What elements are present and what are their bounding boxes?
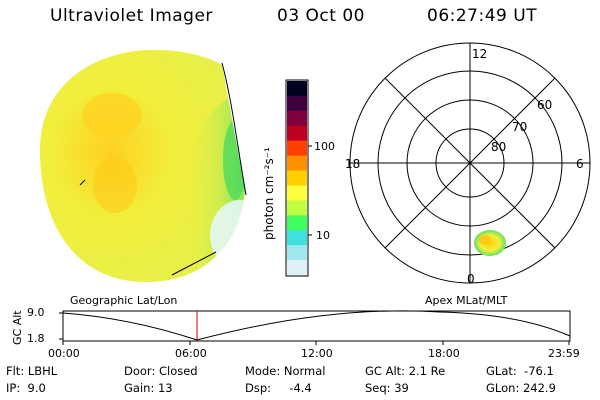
colorbar-swatch — [287, 155, 307, 172]
colorbar-swatch — [287, 185, 307, 201]
timeline-plot — [59, 310, 571, 345]
mlt-label-12: 12 — [472, 47, 488, 61]
colorbar-swatch — [287, 110, 307, 127]
mlt-label-6: 6 — [576, 157, 584, 171]
filter-info: Flt: LBHL — [6, 364, 58, 378]
left-panel-caption: Geographic Lat/Lon — [70, 294, 178, 307]
colorbar-swatch — [287, 245, 307, 261]
earth-disk-image — [40, 49, 247, 283]
colorbar-swatch — [287, 95, 307, 112]
mode-info: Mode: Normal — [245, 364, 326, 378]
timeline-y-tick-bottom: 1.8 — [27, 332, 45, 345]
ip-info: IP: 9.0 — [6, 381, 46, 395]
lat-label-70: 70 — [512, 120, 528, 134]
lat-label-60: 60 — [537, 98, 553, 112]
timeline-x-tick-3: 18:00 — [428, 347, 460, 360]
colorbar-swatch — [287, 140, 307, 157]
colorbar-tick-100: 100 — [314, 140, 335, 153]
glat-info: GLat: -76.1 — [486, 364, 554, 378]
timeline-x-tick-2: 12:00 — [301, 347, 333, 360]
door-info: Door: Closed — [124, 364, 198, 378]
timeline-x-tick-4: 23:59 — [548, 347, 580, 360]
timeline-x-tick-0: 00:00 — [48, 347, 80, 360]
auroral-oval-blob — [474, 230, 506, 256]
timeline-x-tick-1: 06:00 — [175, 347, 207, 360]
right-panel-caption: Apex MLat/MLT — [425, 294, 508, 307]
instrument-title: Ultraviolet Imager — [50, 6, 213, 26]
colorbar-swatch — [287, 170, 307, 186]
dsp-info: Dsp: -4.4 — [245, 381, 312, 395]
colorbar-tick-10: 10 — [316, 229, 330, 242]
mlt-label-0: 0 — [467, 272, 475, 286]
colorbar-swatch — [287, 125, 307, 142]
colorbar-swatch — [287, 215, 307, 231]
polar-mlt-grid — [349, 42, 591, 284]
colorbar-swatch — [287, 230, 307, 246]
timeline-y-label: GC Alt — [11, 310, 24, 345]
colorbar — [285, 79, 312, 277]
gc-alt-info: GC Alt: 2.1 Re — [365, 364, 446, 378]
seq-info: Seq: 39 — [365, 381, 409, 395]
colorbar-swatch — [287, 200, 307, 216]
date-label: 03 Oct 00 — [277, 6, 365, 26]
glon-info: GLon: 242.9 — [486, 381, 556, 395]
time-label: 06:27:49 UT — [427, 6, 538, 26]
timeline-y-tick-top: 9.0 — [27, 306, 45, 319]
colorbar-unit-label: photon cm⁻²s⁻¹ — [262, 147, 276, 240]
mlt-label-18: 18 — [345, 157, 361, 171]
colorbar-swatch — [287, 81, 307, 97]
gain-info: Gain: 13 — [124, 381, 173, 395]
colorbar-swatch — [287, 260, 307, 276]
lat-label-80: 80 — [491, 140, 507, 154]
